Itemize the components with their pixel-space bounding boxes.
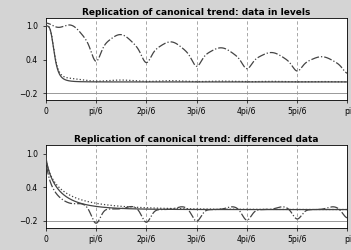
Title: Replication of canonical trend: differenced data: Replication of canonical trend: differen… [74, 135, 319, 144]
Title: Replication of canonical trend: data in levels: Replication of canonical trend: data in … [82, 8, 311, 17]
